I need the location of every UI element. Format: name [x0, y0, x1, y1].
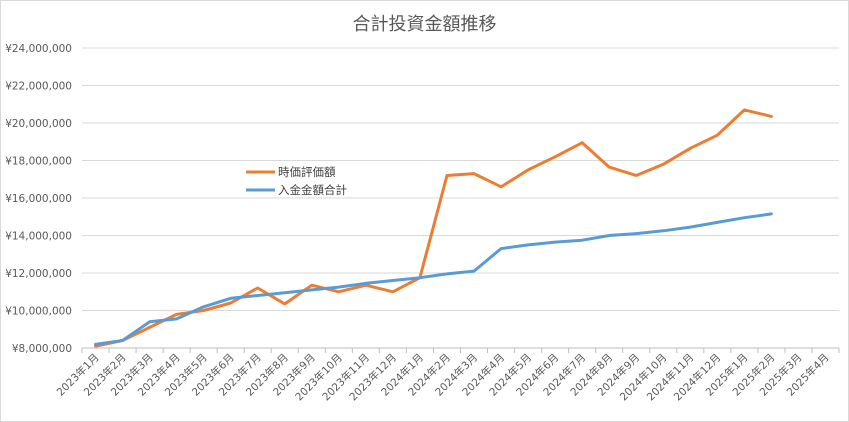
legend-label: 入金金額合計 [278, 183, 347, 197]
chart-title: 合計投資金額推移 [352, 14, 497, 35]
y-tick-label: ¥16,000,000 [5, 193, 72, 205]
data-series [94, 108, 773, 348]
y-tick-label: ¥8,000,000 [12, 343, 72, 355]
x-axis: 2023年1月2023年2月2023年3月2023年4月2023年5月2023年… [54, 348, 840, 403]
y-tick-label: ¥24,000,000 [5, 43, 72, 55]
y-tick-label: ¥14,000,000 [5, 231, 72, 243]
y-axis: ¥8,000,000 ¥10,000,000 ¥12,000,000 ¥14,000,… [5, 43, 72, 355]
legend-label: 時価評価額 [278, 165, 336, 179]
y-tick-label: ¥12,000,000 [5, 268, 72, 280]
y-tick-label: ¥18,000,000 [5, 156, 72, 168]
series-line [94, 108, 773, 348]
y-tick-label: ¥10,000,000 [5, 306, 72, 318]
y-tick-label: ¥20,000,000 [5, 118, 72, 130]
y-tick-label: ¥22,000,000 [5, 81, 72, 93]
gridlines [82, 47, 839, 349]
series-line [94, 212, 773, 346]
